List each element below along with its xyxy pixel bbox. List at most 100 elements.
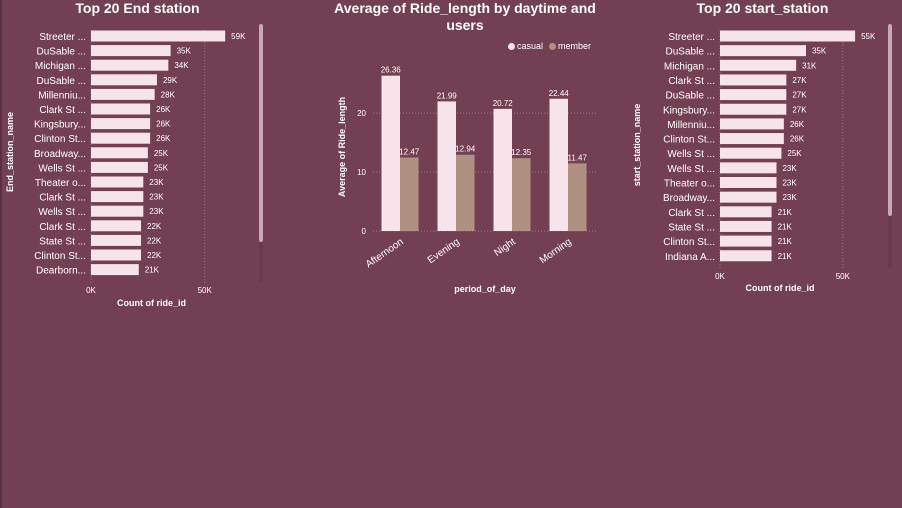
- end-station-bar: [91, 147, 148, 159]
- end-station-value-label: 29K: [163, 76, 178, 85]
- start-station-value-label: 27K: [792, 105, 807, 114]
- legend-item-member[interactable]: member: [549, 41, 591, 51]
- chart-legend: casual member: [508, 41, 591, 51]
- end-station-x-tick-label: 0K: [86, 286, 96, 295]
- start-station-category-label: Broadway...: [663, 193, 715, 204]
- end-station-category-label: Wells St ...: [38, 163, 86, 174]
- avg-bar-casual: [381, 75, 400, 232]
- end-station-bar: [91, 59, 169, 71]
- end-station-value-label: 26K: [156, 105, 171, 114]
- end-station-value-label: 22K: [147, 236, 162, 245]
- start-station-value-label: 21K: [778, 222, 793, 231]
- start-station-bar: [720, 89, 787, 101]
- start-station-category-label: Clinton St...: [663, 237, 715, 248]
- start-station-value-label: 35K: [812, 47, 827, 56]
- end-station-bar: [91, 234, 142, 246]
- start-station-bar: [720, 235, 772, 247]
- end-station-scrollbar-thumb[interactable]: [259, 24, 263, 242]
- end-station-value-label: 34K: [174, 61, 189, 70]
- start-station-value-label: 21K: [778, 208, 793, 217]
- avg-value-label: 21.99: [437, 91, 458, 100]
- end-station-value-label: 59K: [231, 32, 246, 41]
- end-station-bar: [91, 45, 171, 57]
- end-station-bar: [91, 132, 151, 144]
- start-station-category-label: Kingsbury...: [663, 105, 715, 116]
- start-station-value-label: 27K: [792, 91, 807, 100]
- start-station-value-label: 23K: [782, 179, 797, 188]
- start-station-bar: [720, 250, 772, 262]
- end-station-category-label: Wells St ...: [38, 207, 86, 218]
- end-station-chart-title: Top 20 End station: [75, 0, 200, 16]
- start-station-bar: [720, 206, 772, 218]
- start-station-chart[interactable]: Top 20 start_station 0K 50K Streeter ... 55…: [625, 0, 900, 300]
- end-station-bar: [91, 161, 148, 173]
- end-station-bar: [91, 30, 226, 42]
- end-station-bar: [91, 88, 155, 100]
- start-station-category-label: Theater o...: [664, 179, 715, 190]
- avg-value-label: 12.47: [399, 148, 420, 157]
- start-station-category-label: Millenniu...: [667, 120, 715, 131]
- end-station-category-label: Clinton St...: [34, 251, 86, 262]
- start-station-category-label: Clark St ...: [668, 76, 715, 87]
- start-station-value-label: 21K: [778, 252, 793, 261]
- end-station-category-label: DuSable ...: [37, 47, 86, 58]
- start-station-category-label: State St ...: [668, 222, 715, 233]
- avg-bar-member: [400, 157, 419, 231]
- start-station-chart-svg: 0K 50K Streeter ... 55K DuSable ... 35K Michig…: [632, 30, 876, 293]
- avg-bar-member: [568, 163, 587, 231]
- end-station-category-label: Clinton St...: [34, 134, 86, 145]
- start-station-category-label: Wells St ...: [667, 164, 715, 175]
- avg-y-tick-label: 0: [362, 227, 367, 236]
- avg-value-label: 12.94: [455, 145, 476, 154]
- avg-x-axis-title: period_of_day: [454, 284, 516, 294]
- end-station-bar: [91, 220, 142, 232]
- end-station-value-label: 26K: [156, 134, 171, 143]
- end-station-category-label: Millenniu...: [38, 90, 86, 101]
- avg-y-tick-label: 10: [357, 168, 366, 177]
- avg-bar-casual: [549, 98, 568, 231]
- end-station-chart[interactable]: Top 20 End station 0K 50K Streeter ... 59K D…: [0, 0, 275, 310]
- start-station-bar: [720, 30, 856, 42]
- end-station-value-label: 25K: [154, 149, 169, 158]
- end-station-x-tick-label: 50K: [198, 286, 213, 295]
- end-station-category-label: Michigan ...: [35, 61, 86, 72]
- avg-y-tick-label: 20: [357, 109, 366, 118]
- end-station-category-label: Kingsbury...: [34, 120, 86, 131]
- avg-ride-length-chart-svg: 0 10 20 26.36 12.47 Afternoon 21.99 12.94 Evenin…: [337, 66, 597, 294]
- start-station-value-label: 26K: [790, 135, 805, 144]
- start-station-bar: [720, 45, 806, 57]
- start-station-bar: [720, 162, 777, 174]
- avg-value-label: 26.36: [381, 66, 402, 75]
- avg-category-label: Night: [492, 236, 518, 259]
- start-station-bar: [720, 74, 787, 86]
- start-station-category-label: Streeter ...: [668, 32, 715, 43]
- legend-label-casual: casual: [517, 41, 544, 51]
- start-station-bar: [720, 147, 782, 159]
- start-station-category-label: Indiana A...: [665, 252, 715, 263]
- start-station-category-label: DuSable ...: [666, 91, 715, 102]
- end-station-category-label: Streeter ...: [39, 32, 86, 43]
- start-station-value-label: 23K: [782, 193, 797, 202]
- start-station-category-label: Clark St ...: [668, 208, 715, 219]
- avg-ride-length-chart-title: Average of Ride_length by daytime and us…: [334, 0, 596, 33]
- start-station-x-tick-label: 50K: [836, 272, 851, 281]
- end-station-value-label: 23K: [149, 178, 164, 187]
- start-station-category-label: Clinton St...: [663, 135, 715, 146]
- start-station-value-label: 25K: [787, 149, 802, 158]
- legend-swatch-casual: [508, 42, 515, 50]
- start-station-value-label: 23K: [782, 164, 797, 173]
- start-station-category-label: Wells St ...: [667, 149, 715, 160]
- end-station-category-label: Dearborn...: [36, 266, 86, 277]
- start-station-bar: [720, 177, 777, 188]
- start-station-value-label: 55K: [861, 32, 876, 41]
- end-station-category-label: State St ...: [39, 236, 86, 247]
- start-station-scrollbar-thumb[interactable]: [888, 24, 892, 216]
- avg-bar-member: [512, 158, 531, 231]
- avg-ride-length-chart[interactable]: Average of Ride_length by daytime and us…: [330, 0, 600, 300]
- end-station-value-label: 23K: [149, 193, 164, 202]
- legend-item-casual[interactable]: casual: [508, 41, 543, 51]
- avg-category-label: Afternoon: [364, 236, 406, 270]
- end-station-x-axis-title: Count of ride_id: [117, 298, 186, 308]
- end-station-bar: [91, 176, 144, 188]
- start-station-value-label: 31K: [802, 61, 817, 70]
